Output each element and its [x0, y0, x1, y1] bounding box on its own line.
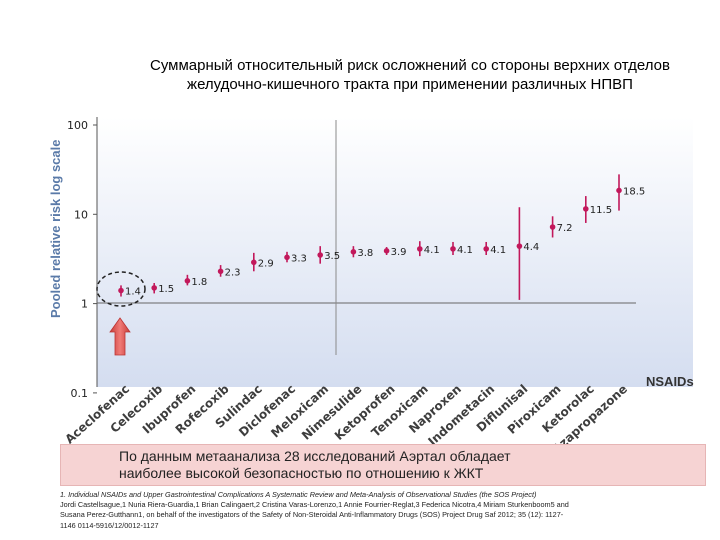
- data-label: 1.4: [125, 287, 141, 298]
- data-label: 4.1: [424, 245, 440, 256]
- y-tick-label: 1: [81, 298, 88, 311]
- data-point: [350, 249, 357, 255]
- data-point: [417, 246, 423, 252]
- y-axis: 100 10 1 0.1: [67, 117, 98, 400]
- data-point: [217, 268, 224, 275]
- data-label: 18.5: [623, 186, 645, 197]
- data-point: [151, 285, 157, 291]
- up-arrow: [109, 317, 131, 356]
- y-tick-label: 0.1: [71, 387, 89, 400]
- data-point: [516, 243, 523, 249]
- reference-line-3: Susana Perez-Gutthann1, on behalf of the…: [60, 510, 564, 520]
- data-label: 1.8: [191, 277, 207, 288]
- y-tick-label: 100: [67, 119, 88, 132]
- data-point: [317, 252, 324, 258]
- data-point: [549, 224, 556, 230]
- chart-marks: 1.4 1.5 1.8 2.3 2.9 3.3 3.5 3.8 3.9 4.1 4.1 4.1 4.4 7…: [118, 174, 645, 300]
- references: 1. Individual NSAIDs and Upper Gastroint…: [60, 490, 710, 531]
- data-point: [583, 206, 589, 212]
- data-point: [450, 246, 456, 252]
- data-label: 3.8: [357, 248, 373, 259]
- conclusion-line-1: По данным метаанализа 28 исследований Аэ…: [119, 448, 511, 464]
- x-axis-label: NSAIDs: [646, 374, 694, 389]
- reference-line-2: Jordi Castellsague,1 Nuria Riera-Guardia…: [60, 500, 569, 510]
- data-label: 3.9: [391, 247, 407, 258]
- plot-background: [97, 117, 693, 387]
- conclusion-box: По данным метаанализа 28 исследований Аэ…: [60, 444, 706, 486]
- data-point: [483, 246, 490, 252]
- data-label: 3.3: [291, 253, 307, 264]
- conclusion-line-2: наиболее высокой безопасностью по отноше…: [119, 465, 484, 481]
- highlight-circle: [96, 271, 146, 307]
- data-point: [383, 248, 390, 254]
- data-point: [284, 254, 290, 261]
- data-label: 4.1: [490, 245, 506, 256]
- data-label: 7.2: [557, 223, 573, 234]
- data-label: 3.5: [324, 251, 340, 262]
- slide-title: Суммарный относительный риск осложнений …: [150, 57, 670, 93]
- data-point: [616, 187, 622, 194]
- data-label: 4.1: [457, 245, 473, 256]
- reference-title: 1. Individual NSAIDs and Upper Gastroint…: [60, 490, 537, 499]
- conclusion-text: По данным метаанализа 28 исследований Аэ…: [119, 448, 511, 482]
- data-point: [251, 259, 257, 266]
- data-label: 11.5: [590, 205, 612, 216]
- reference-line-4: 1146 0114-5916/12/0012-1127: [60, 520, 159, 530]
- data-label: 4.4: [523, 242, 539, 253]
- data-label: 2.3: [225, 267, 241, 278]
- data-label: 2.9: [258, 258, 274, 269]
- data-point: [118, 287, 124, 294]
- data-point: [184, 278, 191, 284]
- data-label: 1.5: [158, 284, 174, 295]
- y-tick-label: 10: [74, 208, 88, 221]
